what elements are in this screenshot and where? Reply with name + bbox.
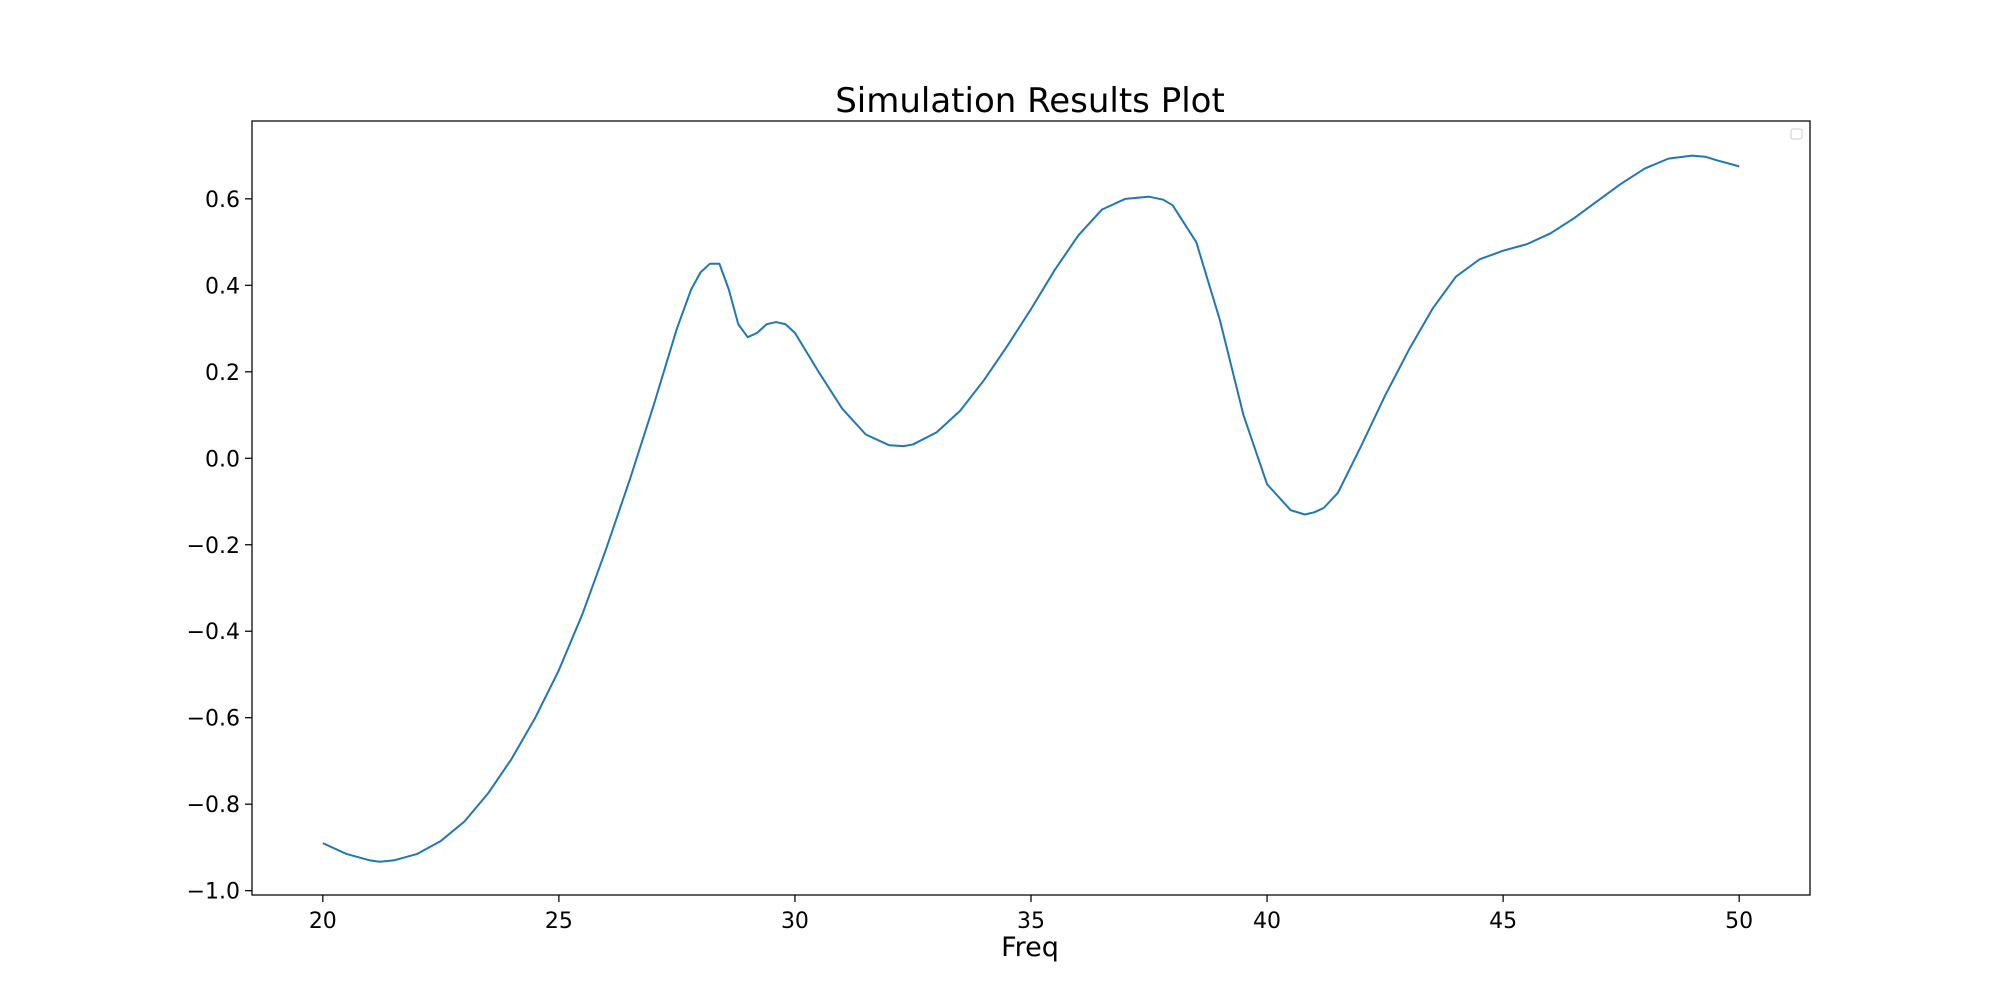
series-line-1 xyxy=(322,154,1740,863)
y-tick-label: −1.0 xyxy=(187,880,240,905)
y-tick-label: −0.4 xyxy=(187,620,240,645)
y-tick-label: −0.6 xyxy=(187,707,240,732)
y-tick-label: −0.8 xyxy=(187,793,240,818)
x-axis-label: Freq xyxy=(1001,932,1059,963)
x-tick-label: 25 xyxy=(545,909,573,934)
x-tick-label: 50 xyxy=(1725,909,1753,934)
y-tick-label: 0.0 xyxy=(205,447,240,472)
x-tick-label: 30 xyxy=(781,909,809,934)
y-tick-label: −0.2 xyxy=(187,534,240,559)
y-tick-label: 0.2 xyxy=(205,361,240,386)
x-tick-label: 40 xyxy=(1253,909,1281,934)
legend-box xyxy=(1790,128,1803,140)
chart-title: Simulation Results Plot xyxy=(835,81,1225,121)
y-tick-label: 0.4 xyxy=(205,274,240,299)
plot-area: 20 25 30 35 40 45 50 −1.0 −0.8 −0.6 −0.4 −0.2 0.0 0.2… xyxy=(187,120,1811,934)
x-tick-label: 35 xyxy=(1017,909,1045,934)
axes-frame xyxy=(251,120,1811,896)
x-tick-label: 45 xyxy=(1489,909,1517,934)
x-tick-label: 20 xyxy=(309,909,337,934)
y-tick-label: 0.6 xyxy=(205,188,240,213)
